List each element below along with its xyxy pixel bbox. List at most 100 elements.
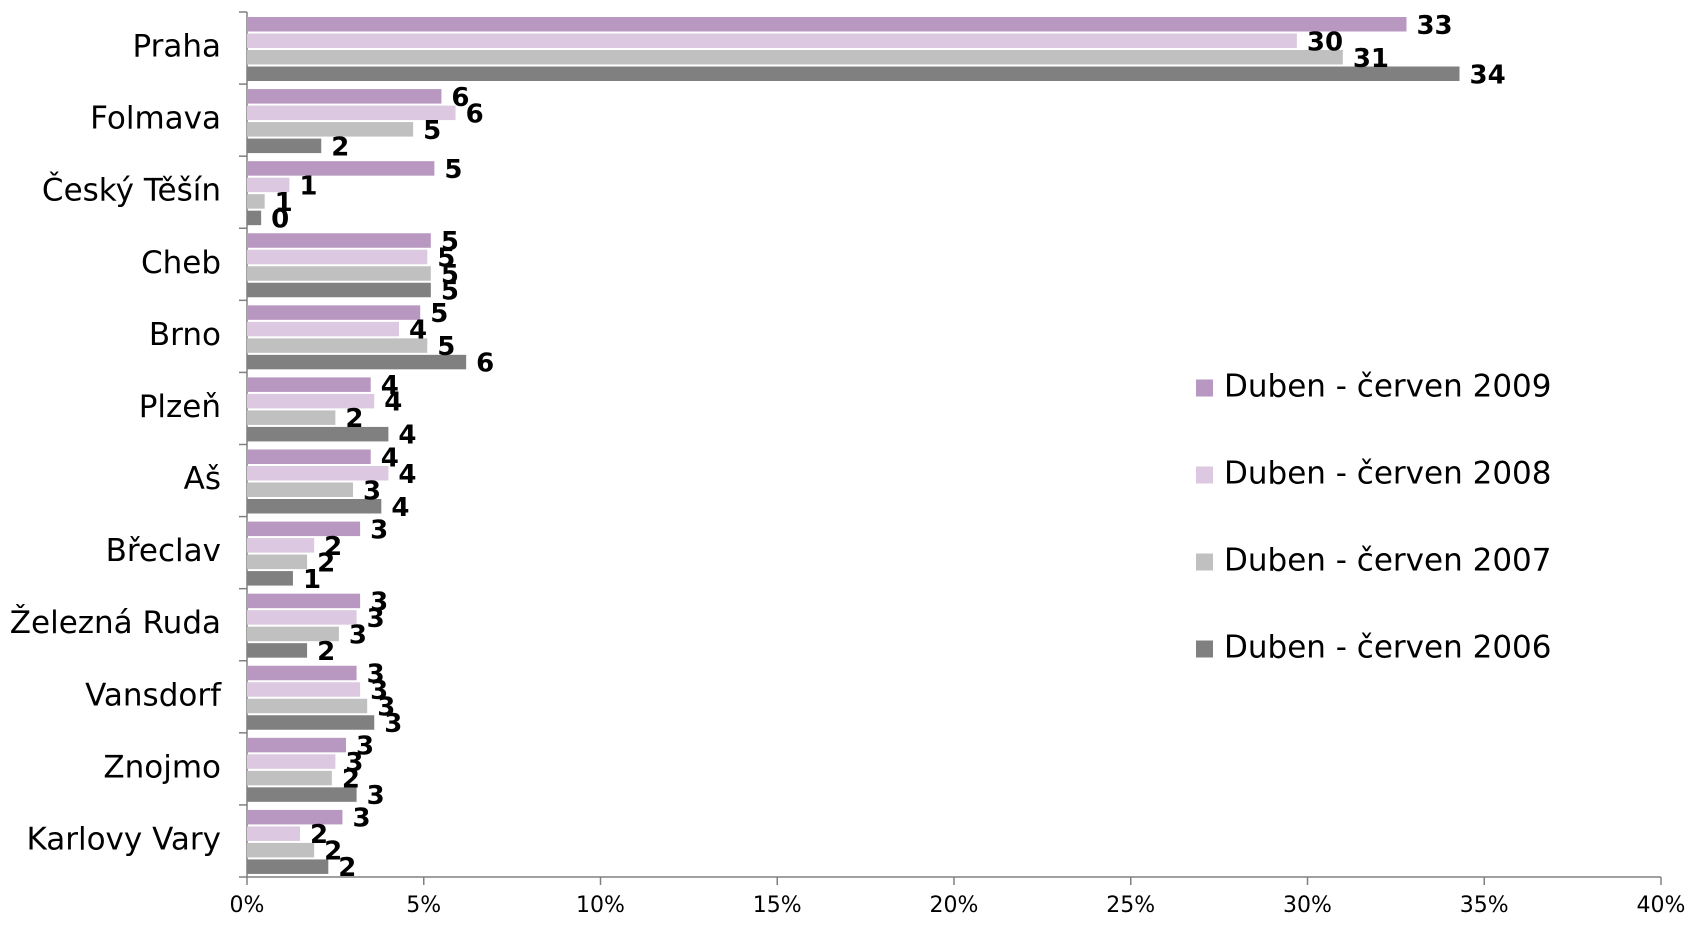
bar [247,842,315,858]
category-label: Praha [132,29,221,65]
bar [247,466,389,481]
category-label: Železná Ruda [10,605,221,641]
bar [247,643,308,658]
legend-label: Duben - červen 2008 [1224,456,1551,492]
bar [247,538,315,553]
data-label: 3 [363,476,381,506]
bar [247,177,290,193]
data-label: 1 [275,188,293,218]
bar [247,194,265,209]
bar [247,610,357,625]
data-label: 4 [381,371,399,401]
bar [247,410,336,425]
data-label: 4 [398,460,416,490]
data-label: 5 [441,260,459,290]
legend-label: Duben - červen 2009 [1224,369,1551,405]
data-label: 6 [466,99,484,129]
data-label: 33 [1416,11,1452,41]
bar [247,305,421,320]
data-label: 5 [437,244,455,274]
data-label: 3 [377,693,395,723]
data-label: 3 [367,604,385,634]
category-label: Aš [184,461,221,497]
bar [247,354,467,370]
data-label: 3 [367,781,385,811]
data-label: 4 [384,388,402,418]
category-label: Brno [149,317,221,353]
bar [247,249,428,265]
data-label: 0 [271,204,289,234]
bar [247,377,371,392]
bar [247,161,435,176]
data-label: 4 [381,443,399,473]
legend: Duben - červen 2009 Duben - červen 2008 Du… [1196,369,1551,666]
data-label: 3 [345,748,363,778]
bar [247,449,371,464]
category-label: Znojmo [103,749,221,785]
bar [247,715,375,730]
x-tick-label: 20% [930,893,979,918]
bar [247,17,1407,32]
category-label: Vansdorf [85,677,222,713]
bar [247,338,428,353]
x-tick-label: 0% [230,893,265,918]
category-label: Břeclav [106,533,221,569]
x-tick-labels: 0% 5% 10% 15% 20% 25% 30% 35% 40% [230,893,1686,918]
data-label: 3 [349,620,367,650]
data-label: 6 [451,83,469,113]
legend-label: Duben - červen 2007 [1224,543,1551,579]
data-label: 5 [430,299,448,329]
legend-swatch [1196,553,1213,571]
x-tick-label: 35% [1460,893,1509,918]
legend-swatch [1196,466,1213,484]
bar [247,33,1297,48]
x-tick-label: 15% [753,893,802,918]
bar [247,321,400,337]
category-label: Plzeň [139,389,221,425]
data-label: 2 [317,637,335,667]
bar [247,105,456,121]
data-label: 31 [1353,44,1389,74]
data-label: 3 [384,709,402,739]
bar [247,859,329,874]
data-label: 34 [1470,60,1506,90]
bar [247,426,389,442]
category-label: Karlovy Vary [26,821,221,857]
bar [247,665,357,681]
bar [247,787,357,802]
bar [247,393,375,409]
bar [247,482,354,497]
bar [247,499,382,514]
data-label: 6 [476,349,494,379]
data-label: 5 [423,116,441,146]
bar [247,210,262,226]
data-label: 2 [338,853,356,883]
bar [247,66,1460,81]
legend-swatch [1196,379,1213,397]
data-label: 2 [310,820,328,850]
data-label: 3 [370,676,388,706]
bar [247,122,414,137]
data-label: 1 [299,171,317,201]
bar [247,233,431,248]
bar [247,754,336,769]
data-label: 2 [342,765,360,795]
data-label: 5 [437,332,455,362]
data-label: 4 [391,493,409,523]
bar [247,698,368,714]
bar [247,266,431,281]
bar [247,682,361,697]
data-label: 5 [444,155,462,185]
bar [247,89,442,104]
x-tick-label: 40% [1637,893,1686,918]
data-label: 3 [370,587,388,617]
data-label: 2 [324,837,342,867]
data-label: 2 [317,548,335,578]
bar [247,50,1343,65]
data-labels: 3365554433333306154442333231515523233223… [271,11,1506,883]
bar [247,826,301,841]
data-label: 30 [1307,27,1343,57]
bars [247,17,1460,874]
